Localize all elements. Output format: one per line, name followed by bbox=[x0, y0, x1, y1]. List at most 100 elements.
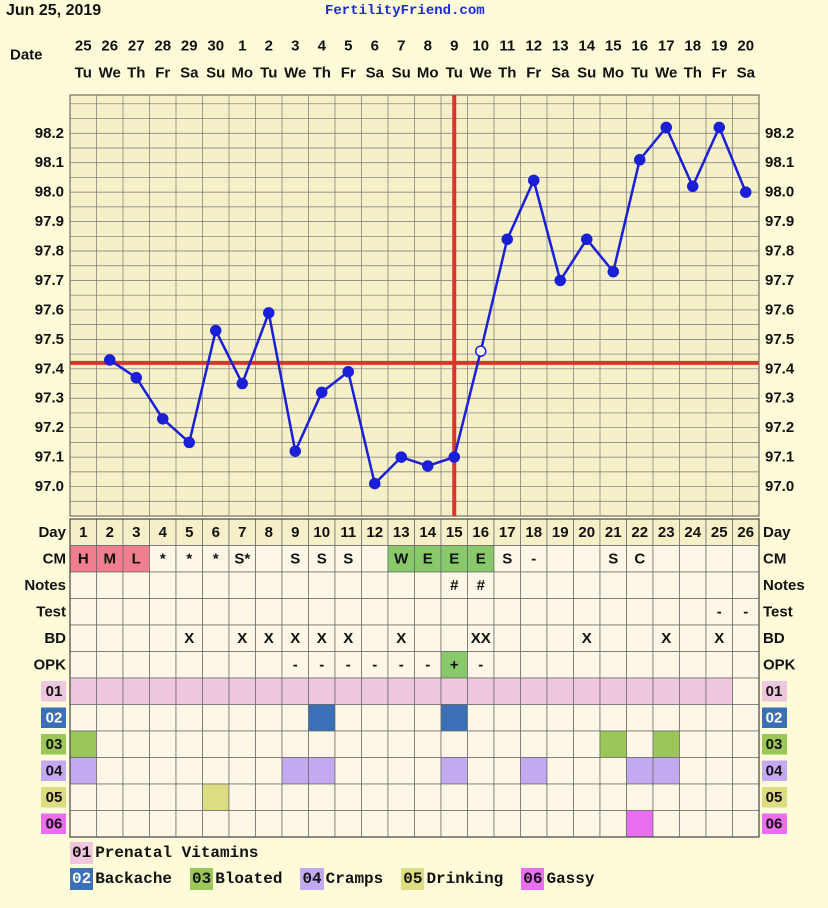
symptom-marked-cell bbox=[520, 757, 548, 785]
day-cell bbox=[255, 518, 283, 546]
symptom-marked-cell bbox=[334, 677, 362, 705]
site-name[interactable]: FertilityFriend.com bbox=[325, 3, 485, 19]
symptom-cell bbox=[255, 783, 283, 811]
weekday-label: Tu bbox=[631, 65, 648, 82]
test-cell bbox=[573, 598, 601, 626]
symptom-cell bbox=[493, 704, 521, 732]
symptom-marked-cell bbox=[175, 677, 203, 705]
y-tick-label-left: 97.9 bbox=[35, 213, 64, 230]
test-value: - bbox=[743, 603, 748, 620]
notes-value: # bbox=[450, 577, 459, 594]
symptom-cell bbox=[255, 810, 283, 838]
bd-cell bbox=[228, 624, 256, 652]
opk-cell bbox=[96, 651, 124, 679]
symptom-cell bbox=[308, 730, 336, 758]
day-value: 19 bbox=[552, 524, 569, 541]
symptom-cell bbox=[573, 757, 601, 785]
symptom-marked-cell bbox=[652, 677, 680, 705]
bd-cell bbox=[122, 624, 150, 652]
test-cell bbox=[652, 598, 680, 626]
day-cell bbox=[308, 518, 336, 546]
bd-cell bbox=[96, 624, 124, 652]
day-value: 5 bbox=[185, 524, 193, 541]
opk-value: + bbox=[450, 656, 459, 673]
date-label: 10 bbox=[472, 38, 489, 55]
date-label: 20 bbox=[737, 38, 754, 55]
symptom-marked-cell bbox=[626, 810, 654, 838]
temperature-point bbox=[687, 180, 699, 193]
day-value: 11 bbox=[340, 524, 356, 541]
symptom-marked-cell bbox=[255, 677, 283, 705]
day-value: 13 bbox=[393, 524, 410, 541]
weekday-label: Tu bbox=[260, 65, 277, 82]
symptom-marked-cell bbox=[679, 677, 707, 705]
weekday-label: We bbox=[470, 65, 492, 82]
symptom-cell bbox=[520, 810, 548, 838]
legend-item-02: 02 Backache bbox=[70, 868, 172, 890]
opk-cell bbox=[255, 651, 283, 679]
symptom-cell bbox=[705, 757, 733, 785]
cm-cell bbox=[467, 545, 495, 573]
opk-cell bbox=[122, 651, 150, 679]
temperature-point bbox=[289, 445, 301, 457]
symptom-cell bbox=[467, 757, 495, 785]
y-tick-label-right: 97.9 bbox=[765, 213, 794, 230]
date-label: 4 bbox=[318, 38, 327, 55]
notes-cell bbox=[361, 571, 389, 599]
weekday-label: Mo bbox=[602, 65, 624, 82]
cm-value: - bbox=[531, 550, 536, 567]
symptom-cell bbox=[202, 757, 230, 785]
day-value: 8 bbox=[265, 524, 273, 541]
symptom-code-right: 03 bbox=[766, 736, 783, 753]
symptom-code-left: 01 bbox=[46, 683, 63, 700]
symptom-cell bbox=[546, 810, 574, 838]
opk-value: - bbox=[478, 656, 483, 673]
cm-cell bbox=[732, 545, 760, 573]
cm-cell bbox=[202, 545, 230, 573]
temperature-point bbox=[183, 436, 195, 449]
date-label: 8 bbox=[424, 38, 432, 55]
symptom-code-swatch-right bbox=[762, 787, 787, 808]
bd-cell bbox=[652, 624, 680, 652]
day-value: 14 bbox=[419, 524, 436, 541]
day-value: 26 bbox=[737, 524, 754, 541]
date-label: 1 bbox=[238, 38, 246, 55]
weekday-label: Th bbox=[127, 65, 145, 82]
opk-cell bbox=[467, 651, 495, 679]
bd-cell bbox=[546, 624, 574, 652]
symptom-cell bbox=[467, 730, 495, 758]
cm-value: M bbox=[104, 550, 117, 567]
symptom-cell bbox=[122, 704, 150, 732]
symptom-cell bbox=[175, 783, 203, 811]
bd-cell bbox=[334, 624, 362, 652]
symptom-cell bbox=[228, 783, 256, 811]
bd-cell bbox=[493, 624, 521, 652]
day-cell bbox=[679, 518, 707, 546]
symptom-code-swatch-left bbox=[41, 813, 66, 834]
cm-row-label-right: CM bbox=[763, 550, 786, 567]
bd-value: X bbox=[582, 630, 592, 647]
legend-item-06: 06 Gassy bbox=[521, 868, 594, 890]
symptom-marked-cell bbox=[493, 677, 521, 705]
day-value: 22 bbox=[631, 524, 648, 541]
y-tick-label-left: 97.1 bbox=[35, 449, 64, 466]
date-label: 25 bbox=[75, 38, 92, 55]
symptom-cell bbox=[122, 757, 150, 785]
date-label: 14 bbox=[578, 38, 595, 55]
symptom-marked-cell bbox=[652, 730, 680, 758]
bd-cell bbox=[414, 624, 442, 652]
notes-cell bbox=[228, 571, 256, 599]
date-label: 27 bbox=[128, 38, 145, 55]
test-row-label-right: Test bbox=[763, 603, 793, 620]
symptom-marked-cell bbox=[149, 677, 177, 705]
test-cell bbox=[175, 598, 203, 626]
symptom-code-right: 01 bbox=[766, 683, 783, 700]
symptom-marked-cell bbox=[705, 677, 733, 705]
day-cell bbox=[69, 518, 97, 546]
day-value: 20 bbox=[578, 524, 595, 541]
temperature-point bbox=[422, 460, 434, 472]
opk-value: - bbox=[319, 656, 324, 673]
y-tick-label-right: 98.0 bbox=[765, 184, 794, 201]
date-label: 15 bbox=[605, 38, 622, 55]
cm-cell bbox=[334, 545, 362, 573]
